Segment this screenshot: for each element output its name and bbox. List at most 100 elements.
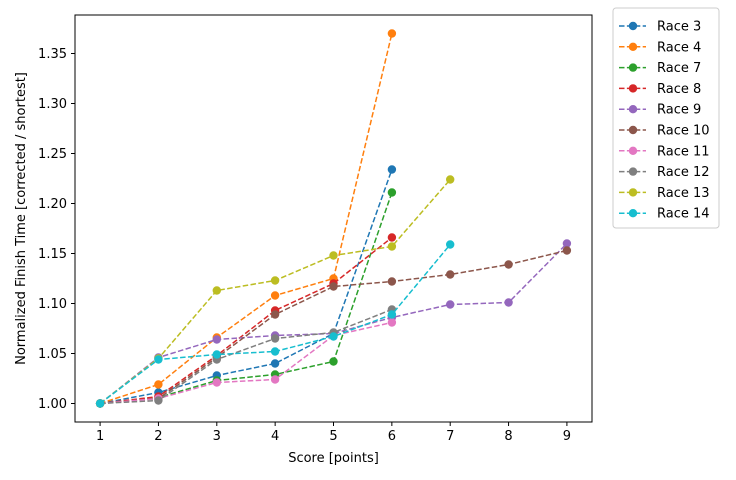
data-point xyxy=(387,233,397,242)
data-point xyxy=(212,350,221,359)
data-point xyxy=(270,334,280,343)
series-layer xyxy=(95,29,572,408)
legend-marker xyxy=(628,188,638,197)
data-point xyxy=(270,310,280,319)
x-axis-ticks: 1 2 3 4 5 6 7 8 9 xyxy=(96,422,571,444)
data-point xyxy=(562,246,572,255)
series-race-6 xyxy=(95,246,572,408)
legend-item: Race 8 xyxy=(619,82,701,97)
legend-item: Race 12 xyxy=(619,165,710,180)
series-race-8 xyxy=(95,305,397,408)
legend-item: Race 13 xyxy=(619,186,710,201)
series-race-10 xyxy=(95,240,455,408)
data-point xyxy=(446,270,455,279)
data-point xyxy=(329,282,338,291)
legend-marker xyxy=(628,146,638,155)
data-point xyxy=(387,188,397,197)
data-point xyxy=(270,276,280,285)
data-point xyxy=(329,251,338,260)
data-point xyxy=(562,239,572,248)
data-point xyxy=(270,359,280,368)
y-tick-label: 1.30 xyxy=(38,97,67,112)
series-line xyxy=(100,192,393,405)
x-tick-label: 9 xyxy=(563,429,571,444)
series-line xyxy=(99,33,393,405)
legend-label: Race 10 xyxy=(657,124,710,139)
data-point xyxy=(387,29,397,38)
data-point xyxy=(387,242,397,251)
legend-label: Race 9 xyxy=(657,103,701,118)
series-race-3 xyxy=(95,188,397,408)
y-tick-label: 1.25 xyxy=(38,147,67,162)
legend-item: Race 10 xyxy=(619,124,710,139)
x-tick-label: 4 xyxy=(271,429,279,444)
data-point xyxy=(387,277,397,286)
legend: Race 3 Race 4 Race 7 Race 8 Race 9 Race 10 Rac… xyxy=(612,7,720,229)
legend-label: Race 12 xyxy=(657,165,710,180)
legend-marker xyxy=(628,42,638,51)
y-tick-label: 1.10 xyxy=(38,297,67,312)
legend-item: Race 7 xyxy=(619,61,701,76)
x-axis-label: Score [points] xyxy=(288,451,379,466)
series-line xyxy=(100,249,568,405)
data-point xyxy=(154,355,163,364)
x-tick-label: 1 xyxy=(96,429,104,444)
legend-label: Race 3 xyxy=(657,20,701,35)
legend-item: Race 14 xyxy=(619,207,710,222)
data-point xyxy=(446,175,455,184)
legend-label: Race 11 xyxy=(657,144,710,159)
legend-label: Race 4 xyxy=(657,40,701,55)
x-tick-label: 3 xyxy=(213,429,221,444)
legend-item: Race 3 xyxy=(619,20,701,35)
y-axis-label: Normalized Finish Time [corrected / shor… xyxy=(14,72,29,365)
x-tick-label: 7 xyxy=(446,429,454,444)
series-line xyxy=(99,242,568,405)
x-tick-label: 8 xyxy=(504,429,512,444)
data-point xyxy=(270,375,280,384)
legend-marker xyxy=(628,209,638,218)
series-line xyxy=(100,236,393,405)
data-point xyxy=(95,399,105,408)
legend-item: Race 9 xyxy=(619,103,701,118)
data-point xyxy=(446,300,455,309)
legend-marker xyxy=(628,167,638,176)
x-tick-label: 2 xyxy=(154,429,162,444)
data-point xyxy=(387,310,397,319)
y-tick-label: 1.20 xyxy=(38,197,67,212)
legend-marker xyxy=(628,21,638,31)
series-race-2 xyxy=(95,29,397,408)
legend-marker xyxy=(628,63,638,72)
series-race-4 xyxy=(95,233,397,408)
y-tick-label: 1.35 xyxy=(38,47,67,62)
data-point xyxy=(212,378,221,387)
data-point xyxy=(212,335,221,344)
data-point xyxy=(270,347,280,356)
legend-label: Race 13 xyxy=(657,186,710,201)
data-point xyxy=(329,332,338,341)
legend-frame xyxy=(612,7,720,229)
data-point xyxy=(154,396,163,405)
data-point xyxy=(446,240,455,249)
y-tick-label: 1.00 xyxy=(38,397,67,412)
series-race-7 xyxy=(95,318,397,408)
data-point xyxy=(504,260,513,269)
data-point xyxy=(387,165,397,174)
legend-marker xyxy=(628,105,638,114)
legend-item: Race 4 xyxy=(619,40,701,55)
legend-label: Race 14 xyxy=(657,207,710,222)
series-line xyxy=(99,169,393,405)
y-tick-label: 1.05 xyxy=(38,347,67,362)
x-tick-label: 6 xyxy=(388,429,396,444)
data-point xyxy=(270,291,280,300)
legend-label: Race 7 xyxy=(657,61,701,76)
x-tick-label: 5 xyxy=(329,429,337,444)
series-line xyxy=(100,308,393,405)
y-axis-ticks: 1.00 1.05 1.10 1.15 1.20 1.25 1.30 1.35 xyxy=(38,47,75,412)
series-line xyxy=(100,321,393,405)
data-point xyxy=(387,318,397,327)
legend-item: Race 11 xyxy=(619,144,710,159)
legend-label: Race 8 xyxy=(657,82,701,97)
data-point xyxy=(154,380,163,389)
series-race-5 xyxy=(95,239,572,408)
